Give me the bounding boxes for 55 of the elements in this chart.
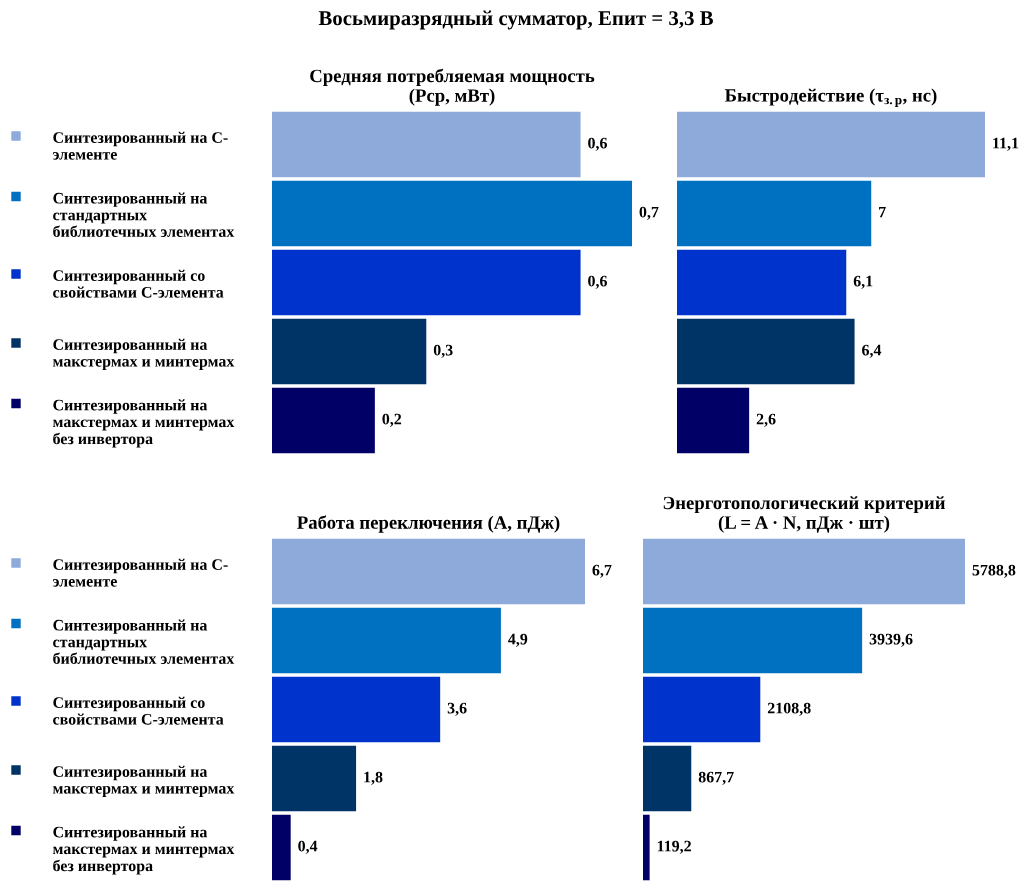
bar bbox=[272, 538, 585, 605]
bar bbox=[272, 318, 427, 385]
data-label: 867,7 bbox=[698, 771, 734, 785]
data-label: 0,6 bbox=[588, 137, 608, 151]
y-tick-label: Синтезированный на С- элементе bbox=[52, 131, 228, 160]
y-tick-label: Синтезированный на стандартных библиотечных элементах bbox=[53, 192, 235, 238]
y-tick-label: Синтезированный со свойствами С-элемента bbox=[53, 269, 224, 298]
y-tick-label: Синтезированный на С- элементе bbox=[52, 558, 228, 587]
y-tick-label: Синтезированный на макстермах и минтермах без инвертора bbox=[52, 399, 235, 448]
data-label: 0,3 bbox=[433, 344, 453, 358]
bar bbox=[272, 249, 581, 316]
y-tick-label: Синтезированный на стандартных библиотечных элементах bbox=[53, 619, 235, 665]
chart-title: Работа переключения (А, пДж) bbox=[297, 515, 560, 533]
data-label: 4,9 bbox=[508, 633, 528, 647]
y-tick-label: Синтезированный на макстермах и минтермах без инвертора bbox=[52, 826, 235, 875]
bar bbox=[272, 814, 291, 881]
chart-title: Энерготопологический критерий (L = A · N, пДж · шт) bbox=[663, 496, 946, 533]
bar bbox=[677, 180, 872, 247]
bar bbox=[272, 111, 581, 178]
bar bbox=[677, 249, 847, 316]
chart-title: Быстродействие (τ$_{з.р}$, нс) bbox=[724, 88, 937, 107]
bar bbox=[272, 387, 375, 454]
y-tick-label: Синтезированный на макстермах и минтермах bbox=[52, 765, 235, 797]
bar bbox=[272, 607, 501, 674]
chart-subtitle: Восьмиразрядный сумматор, Епит = 3,3 В bbox=[318, 10, 713, 30]
data-label: 2108,8 bbox=[767, 702, 811, 716]
bar bbox=[643, 538, 965, 605]
bar bbox=[643, 745, 692, 812]
data-label: 6,1 bbox=[853, 275, 873, 289]
y-tick-label: Синтезированный на макстермах и минтермах bbox=[52, 338, 235, 370]
data-label: 0,7 bbox=[639, 206, 659, 220]
bar bbox=[643, 814, 650, 881]
bar bbox=[677, 111, 985, 178]
data-label: 11,1 bbox=[993, 137, 1019, 151]
bar bbox=[643, 607, 863, 674]
data-label: 0,4 bbox=[298, 840, 318, 854]
data-label: 119,2 bbox=[657, 840, 691, 854]
data-label: 0,6 bbox=[588, 275, 608, 289]
bar bbox=[272, 180, 632, 247]
data-label: 3,6 bbox=[447, 702, 467, 716]
data-label: 0,2 bbox=[382, 413, 402, 427]
data-label: 1,8 bbox=[364, 771, 383, 785]
data-label: 6,7 bbox=[592, 564, 612, 578]
data-label: 3939,6 bbox=[869, 633, 913, 647]
data-label: 5788,8 bbox=[972, 564, 1016, 578]
data-label: 2,6 bbox=[756, 413, 776, 427]
bar bbox=[272, 745, 357, 812]
y-tick-label: Синтезированный со свойствами С-элемента bbox=[53, 696, 224, 725]
data-label: 6,4 bbox=[862, 344, 882, 358]
bar bbox=[677, 318, 855, 385]
bar bbox=[272, 676, 441, 743]
bar bbox=[643, 676, 761, 743]
data-label: 7 bbox=[879, 206, 886, 218]
chart-title: Средняя потребляемая мощность (Рср, мВт) bbox=[310, 68, 595, 106]
bar bbox=[677, 387, 750, 454]
